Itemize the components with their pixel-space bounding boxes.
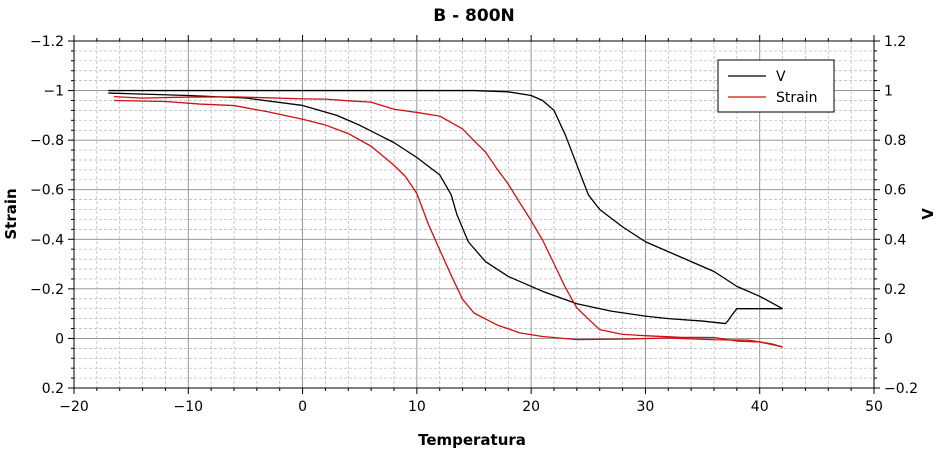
legend: V Strain xyxy=(717,59,835,113)
x-tick-label: 10 xyxy=(408,399,426,415)
x-tick-label: 0 xyxy=(298,399,307,415)
chart-title: B - 800N xyxy=(433,6,515,26)
legend-box xyxy=(717,59,835,113)
y-tick-label: −0.2 xyxy=(30,282,64,298)
x-tick-label: 30 xyxy=(637,399,655,415)
series-layer xyxy=(108,89,783,348)
legend-label-strain: Strain xyxy=(776,90,817,106)
x-axis-label: Temperatura xyxy=(418,431,526,449)
y-axis-label: Strain xyxy=(2,188,20,239)
legend-label-v: V xyxy=(776,69,786,85)
y2-axis-label: V xyxy=(919,208,937,220)
y2-tick-label: 1.2 xyxy=(884,34,906,50)
series-v-line-heating xyxy=(108,89,783,310)
y-tick-label: −0.8 xyxy=(30,133,64,149)
y-tick-label: −1 xyxy=(43,84,64,100)
y-tick-label: 0.2 xyxy=(42,381,64,397)
y-tick-label: 0 xyxy=(55,331,64,347)
tick-labels: −20 −10 0 10 20 30 40 50−1.2−1−0.8−0.6−0.4−0.20… xyxy=(30,34,918,415)
series-strain-line-heating xyxy=(113,99,783,348)
x-tick-label: −10 xyxy=(174,399,204,415)
y2-tick-label: 0.6 xyxy=(884,183,906,199)
y-tick-label: −1.2 xyxy=(30,34,64,50)
x-tick-label: −20 xyxy=(59,399,89,415)
y2-tick-label: 0.2 xyxy=(884,282,906,298)
y-tick-label: −0.4 xyxy=(30,232,64,248)
plot-frame xyxy=(73,40,875,389)
y2-tick-label: 0.8 xyxy=(884,133,906,149)
y2-tick-label: 0.4 xyxy=(884,232,906,248)
series-strain-line-cooling xyxy=(113,95,783,348)
x-tick-label: 50 xyxy=(865,399,883,415)
series-v-line-cooling xyxy=(108,92,783,325)
tick-marks xyxy=(68,35,880,394)
x-tick-label: 20 xyxy=(522,399,540,415)
y2-tick-label: −0.2 xyxy=(884,381,918,397)
x-tick-label: 40 xyxy=(751,399,769,415)
y-tick-label: −0.6 xyxy=(30,183,64,199)
y2-tick-label: 1 xyxy=(884,84,893,100)
y2-tick-label: 0 xyxy=(884,331,893,347)
